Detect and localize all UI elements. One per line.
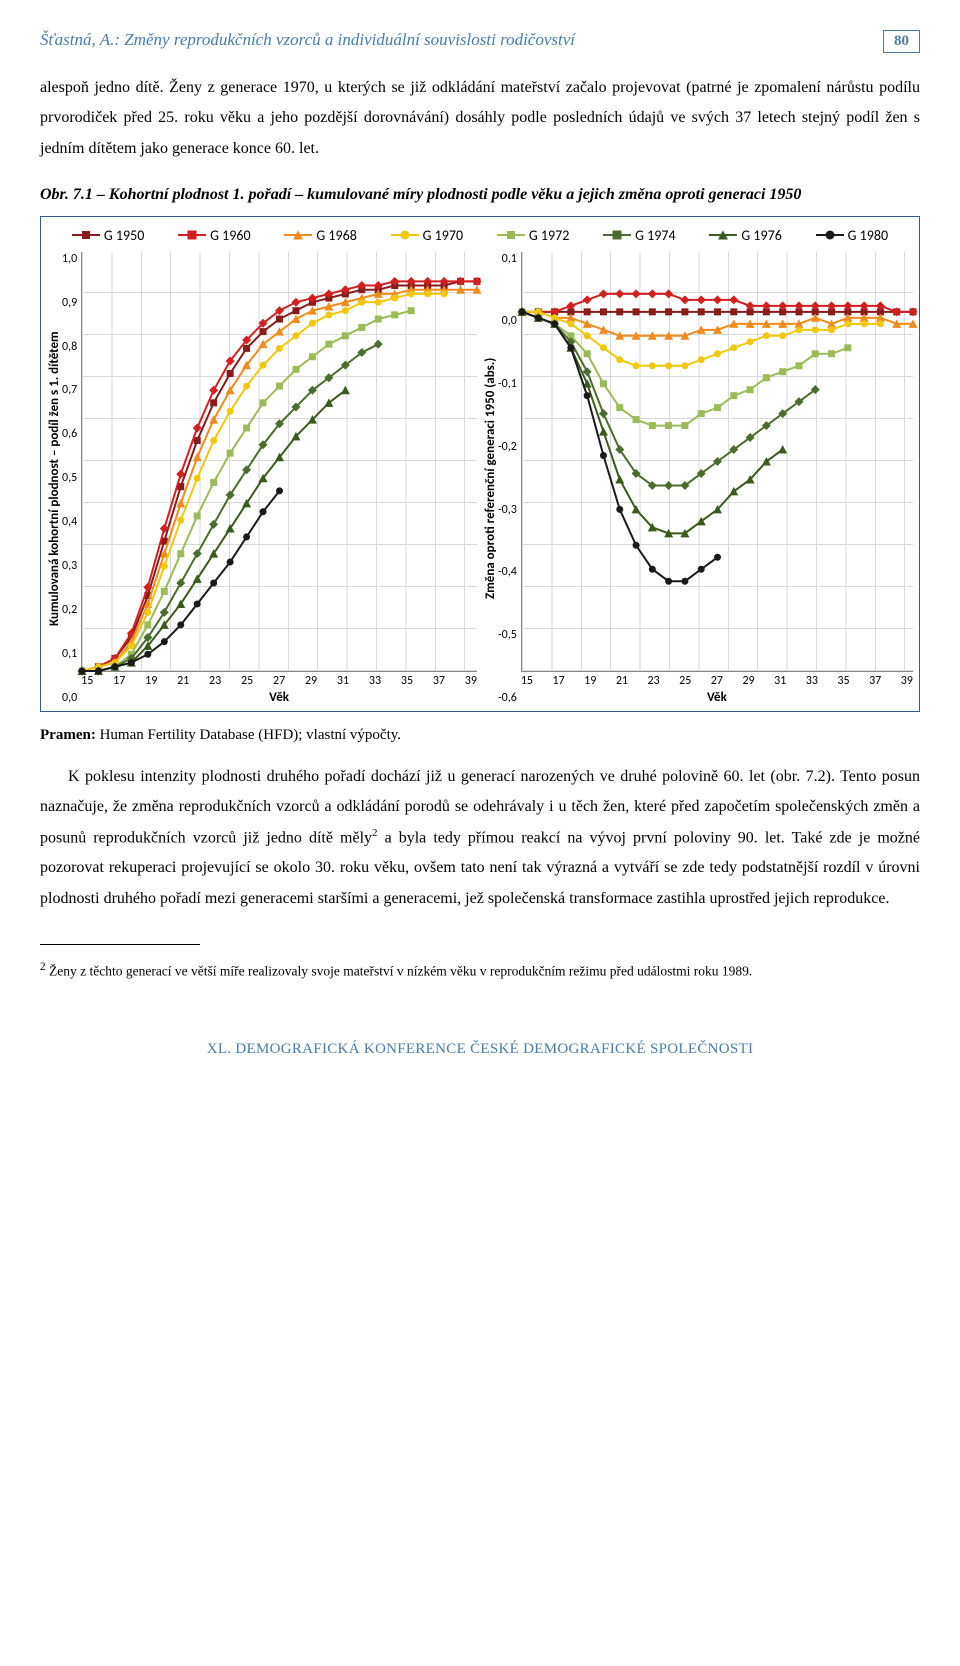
tick-label: 0,5	[62, 471, 77, 485]
tick-label: -0,2	[498, 440, 517, 454]
tick-label: 0,3	[62, 559, 77, 573]
chart-frame: G 1950 G 1960 G 1968 G 1970 G 1972 G 1974 G 19…	[40, 216, 920, 712]
footnote: 2 Ženy z těchto generací ve větší míře r…	[40, 959, 920, 982]
legend-label: G 1976	[741, 227, 781, 244]
tick-label: 23	[209, 674, 221, 688]
legend-label: G 1960	[210, 227, 250, 244]
source-label: Pramen:	[40, 727, 96, 743]
figure-caption: Obr. 7.1 – Kohortní plodnost 1. pořadí –…	[40, 182, 920, 208]
page-footer: XL. DEMOGRAFICKÁ KONFERENCE ČESKÉ DEMOGR…	[40, 1041, 920, 1058]
legend-label: G 1950	[104, 227, 144, 244]
tick-label: 0,8	[62, 340, 77, 354]
y-ticks-left: 1,0 0,9 0,8 0,7 0,6 0,5 0,4 0,3 0,2 0,1 0,0	[62, 252, 81, 705]
y-ticks-right: 0,1 0,0 -0,1 -0,2 -0,3 -0,4 -0,5 -0,6	[498, 252, 521, 705]
legend-label: G 1974	[635, 227, 675, 244]
tick-label: 29	[742, 674, 754, 688]
tick-label: 15	[521, 674, 533, 688]
tick-label: 39	[901, 674, 913, 688]
legend-item: G 1976	[709, 227, 781, 244]
y-axis-label-left: Kumulovaná kohortní plodnost – podíl žen…	[47, 252, 62, 705]
tick-label: 39	[465, 674, 477, 688]
legend-label: G 1968	[316, 227, 356, 244]
y-axis-label-right: Změna oproti referenční generaci 1950 (a…	[483, 252, 498, 705]
x-axis-label-right: Věk	[521, 690, 913, 705]
source-text: Human Fertility Database (HFD); vlastní …	[96, 727, 401, 743]
tick-label: -0,6	[498, 691, 517, 705]
tick-label: 35	[837, 674, 849, 688]
tick-label: 25	[679, 674, 691, 688]
plot-right	[521, 252, 913, 672]
tick-label: -0,1	[498, 377, 517, 391]
tick-label: 17	[113, 674, 125, 688]
tick-label: 27	[273, 674, 285, 688]
legend-label: G 1980	[848, 227, 888, 244]
x-ticks-left: 15 17 19 21 23 25 27 29 31 33 35 37 39	[81, 672, 477, 688]
tick-label: 19	[145, 674, 157, 688]
chart-panel-left: Kumulovaná kohortní plodnost – podíl žen…	[47, 252, 477, 705]
footnote-separator	[40, 944, 200, 945]
tick-label: 0,6	[62, 427, 77, 441]
running-header: Šťastná, A.: Změny reprodukčních vzorců …	[40, 30, 920, 53]
tick-label: -0,5	[498, 628, 517, 642]
tick-label: 0,1	[62, 647, 77, 661]
tick-label: 17	[553, 674, 565, 688]
tick-label: 37	[433, 674, 445, 688]
tick-label: 29	[305, 674, 317, 688]
legend-item: G 1972	[497, 227, 569, 244]
paragraph-2: K poklesu intenzity plodnosti druhého po…	[40, 762, 920, 914]
legend-item: G 1950	[72, 227, 144, 244]
tick-label: 37	[869, 674, 881, 688]
tick-label: 31	[337, 674, 349, 688]
tick-label: 0,0	[62, 691, 77, 705]
legend-label: G 1972	[529, 227, 569, 244]
tick-label: 21	[177, 674, 189, 688]
tick-label: 0,4	[62, 515, 77, 529]
legend-item: G 1980	[816, 227, 888, 244]
legend-item: G 1960	[178, 227, 250, 244]
page-number: 80	[883, 30, 920, 53]
chart-legend: G 1950 G 1960 G 1968 G 1970 G 1972 G 1974 G 19…	[47, 223, 913, 248]
tick-label: 31	[774, 674, 786, 688]
tick-label: 21	[616, 674, 628, 688]
tick-label: -0,4	[498, 565, 517, 579]
tick-label: 35	[401, 674, 413, 688]
tick-label: 0,1	[498, 252, 517, 266]
legend-label: G 1970	[423, 227, 463, 244]
legend-item: G 1968	[284, 227, 356, 244]
x-axis-label-left: Věk	[81, 690, 477, 705]
tick-label: -0,3	[498, 503, 517, 517]
tick-label: 15	[81, 674, 93, 688]
tick-label: 19	[584, 674, 596, 688]
chart-panel-right: Změna oproti referenční generaci 1950 (a…	[483, 252, 913, 705]
legend-item: G 1974	[603, 227, 675, 244]
paragraph-1: alespoň jedno dítě. Ženy z generace 1970…	[40, 73, 920, 164]
tick-label: 23	[647, 674, 659, 688]
x-ticks-right: 15 17 19 21 23 25 27 29 31 33 35 37 39	[521, 672, 913, 688]
plot-left	[81, 252, 477, 672]
tick-label: 33	[806, 674, 818, 688]
tick-label: 0,7	[62, 383, 77, 397]
figure-source: Pramen: Human Fertility Database (HFD); …	[40, 727, 920, 744]
tick-label: 1,0	[62, 252, 77, 266]
tick-label: 33	[369, 674, 381, 688]
legend-item: G 1970	[391, 227, 463, 244]
tick-label: 0,0	[498, 314, 517, 328]
tick-label: 27	[711, 674, 723, 688]
tick-label: 0,9	[62, 296, 77, 310]
tick-label: 25	[241, 674, 253, 688]
running-title: Šťastná, A.: Změny reprodukčních vzorců …	[40, 30, 575, 50]
tick-label: 0,2	[62, 603, 77, 617]
footnote-text: Ženy z těchto generací ve větší míře rea…	[46, 963, 753, 978]
